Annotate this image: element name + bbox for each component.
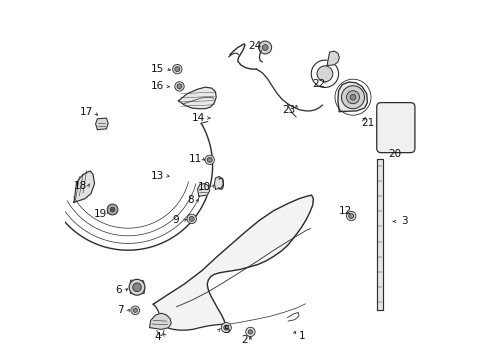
Text: 22: 22 <box>312 78 325 89</box>
Polygon shape <box>377 159 383 310</box>
Text: 1: 1 <box>298 330 305 341</box>
Text: 17: 17 <box>80 107 93 117</box>
Circle shape <box>133 283 141 292</box>
Text: 4: 4 <box>154 332 161 342</box>
Polygon shape <box>215 176 223 189</box>
Text: 8: 8 <box>187 195 194 205</box>
Circle shape <box>248 330 252 334</box>
Text: 7: 7 <box>118 305 124 315</box>
Circle shape <box>129 279 145 295</box>
Circle shape <box>350 94 356 100</box>
Polygon shape <box>149 313 171 329</box>
Circle shape <box>259 41 271 54</box>
Circle shape <box>133 308 137 312</box>
Text: 15: 15 <box>151 64 165 74</box>
Circle shape <box>107 204 118 215</box>
Text: 19: 19 <box>94 209 107 219</box>
Text: 2: 2 <box>242 335 248 345</box>
Polygon shape <box>197 184 210 196</box>
Circle shape <box>131 306 140 315</box>
Polygon shape <box>338 82 368 112</box>
Text: 20: 20 <box>388 149 401 159</box>
Text: 16: 16 <box>151 81 165 91</box>
Circle shape <box>262 45 268 50</box>
Circle shape <box>205 155 215 165</box>
Text: 9: 9 <box>172 215 179 225</box>
Polygon shape <box>74 171 95 202</box>
Text: 23: 23 <box>282 105 295 115</box>
Text: 18: 18 <box>74 181 87 192</box>
Text: 5: 5 <box>223 325 230 336</box>
Text: 11: 11 <box>189 154 202 164</box>
Circle shape <box>317 66 333 82</box>
Circle shape <box>187 214 196 224</box>
Circle shape <box>189 216 194 221</box>
Polygon shape <box>327 51 339 66</box>
Text: 24: 24 <box>248 41 262 51</box>
Polygon shape <box>178 87 216 109</box>
Circle shape <box>177 84 182 89</box>
Circle shape <box>172 64 182 74</box>
Circle shape <box>207 157 212 162</box>
Circle shape <box>245 327 255 337</box>
Circle shape <box>110 207 115 212</box>
Circle shape <box>342 86 365 109</box>
Text: 6: 6 <box>115 285 122 295</box>
Polygon shape <box>153 195 314 330</box>
FancyBboxPatch shape <box>377 103 415 153</box>
Circle shape <box>224 325 229 330</box>
Text: 14: 14 <box>192 113 205 123</box>
Polygon shape <box>96 118 108 130</box>
Circle shape <box>175 82 184 91</box>
Circle shape <box>346 211 356 221</box>
Text: 12: 12 <box>339 206 352 216</box>
Text: 10: 10 <box>198 182 211 192</box>
Circle shape <box>221 323 231 333</box>
Circle shape <box>346 91 360 104</box>
Circle shape <box>175 67 180 72</box>
Circle shape <box>349 213 354 219</box>
Text: 21: 21 <box>362 118 375 128</box>
Text: 13: 13 <box>151 171 165 181</box>
Text: 3: 3 <box>401 216 407 226</box>
